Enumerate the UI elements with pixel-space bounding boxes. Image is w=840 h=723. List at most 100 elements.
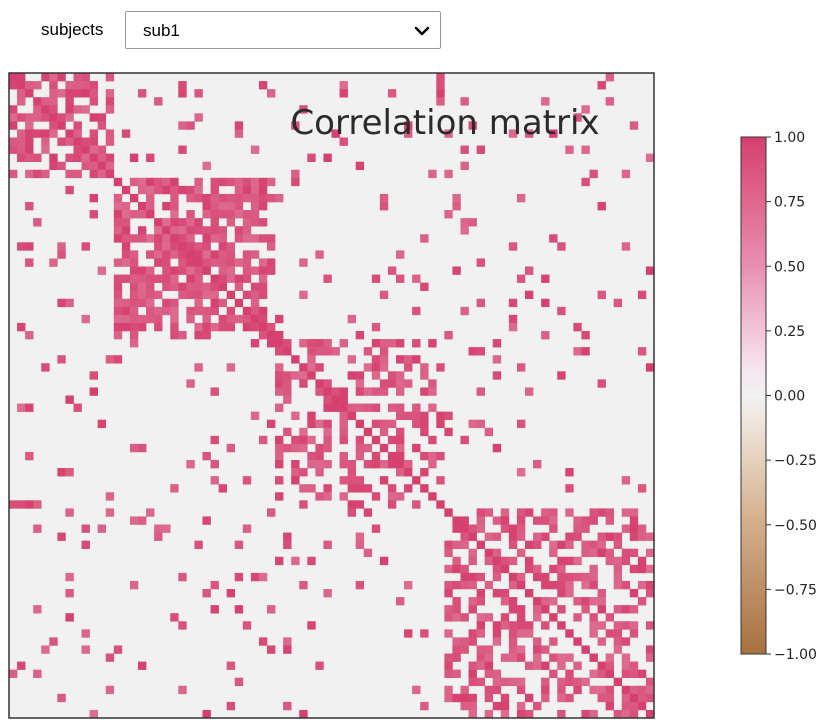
heatmap-cell <box>621 548 631 558</box>
heatmap-cell <box>210 250 219 259</box>
heatmap-cell <box>186 379 195 388</box>
heatmap-cell <box>428 460 437 469</box>
heatmap-cell <box>525 266 534 275</box>
heatmap-cell <box>9 169 18 179</box>
heatmap-cell <box>525 540 534 549</box>
heatmap-cell <box>605 693 614 703</box>
heatmap-cell <box>25 242 34 251</box>
heatmap-cell <box>404 411 413 420</box>
heatmap-cell <box>460 613 469 622</box>
heatmap-cell <box>581 524 590 533</box>
heatmap-cell <box>121 234 131 243</box>
heatmap-cell <box>508 298 518 308</box>
heatmap-cell <box>146 282 155 291</box>
heatmap-cell <box>428 492 437 501</box>
heatmap-cell <box>452 613 461 622</box>
heatmap-cell <box>89 137 98 146</box>
heatmap-cell <box>428 435 437 445</box>
heatmap-cell <box>387 435 397 445</box>
heatmap-cell <box>557 564 566 574</box>
heatmap-cell <box>234 605 244 614</box>
heatmap-cell <box>202 202 211 211</box>
heatmap-cell <box>355 443 365 453</box>
heatmap-cell <box>412 306 421 316</box>
heatmap-cell <box>404 460 413 469</box>
heatmap-cell <box>323 492 332 501</box>
heatmap-cell <box>387 500 397 509</box>
heatmap-cell <box>9 105 18 114</box>
heatmap-cell <box>541 621 550 630</box>
heatmap-cell <box>154 177 163 187</box>
heatmap-cell <box>525 129 534 138</box>
heatmap-cell <box>387 451 397 461</box>
heatmap-cell <box>250 266 260 275</box>
heatmap-cell <box>500 701 510 711</box>
heatmap-cell <box>412 500 421 509</box>
heatmap-cell <box>629 701 639 711</box>
heatmap-cell <box>645 589 655 598</box>
heatmap-cell <box>242 226 252 235</box>
heatmap-cell <box>452 516 461 525</box>
heatmap-cell <box>323 379 332 388</box>
heatmap-cell <box>597 621 606 630</box>
heatmap-cell <box>508 129 518 138</box>
heatmap-cell <box>508 597 518 606</box>
heatmap-cell <box>25 202 34 211</box>
heatmap-cell <box>186 226 195 235</box>
heatmap-cell <box>202 516 211 525</box>
heatmap-cell <box>347 355 356 364</box>
heatmap-cell <box>258 193 268 203</box>
heatmap-cell <box>645 621 655 630</box>
heatmap-cell <box>597 693 606 703</box>
heatmap-cell <box>549 637 558 646</box>
heatmap-cell <box>226 443 236 453</box>
heatmap-cell <box>242 177 252 187</box>
heatmap-cell <box>210 282 219 291</box>
heatmap-cell <box>436 73 445 82</box>
heatmap-cell <box>267 193 276 203</box>
heatmap-cell <box>202 322 211 332</box>
heatmap-cell <box>210 476 219 485</box>
heatmap-cell <box>194 540 203 549</box>
heatmap-cell <box>396 274 405 283</box>
heatmap-cell <box>146 274 155 283</box>
subjects-dropdown[interactable]: sub1 <box>125 11 441 49</box>
heatmap-cell <box>307 411 316 420</box>
heatmap-cell <box>129 306 139 316</box>
heatmap-cell <box>516 572 526 582</box>
heatmap-cell <box>186 282 195 291</box>
heatmap-cell <box>33 169 42 179</box>
heatmap-cell <box>57 355 66 364</box>
heatmap-cell <box>226 661 236 670</box>
heatmap-cell <box>468 524 477 533</box>
heatmap-cell <box>113 274 123 283</box>
heatmap-cell <box>129 443 139 453</box>
heatmap-cell <box>573 322 582 332</box>
heatmap-cell <box>396 460 405 469</box>
heatmap-cell <box>420 701 429 711</box>
heatmap-cell <box>258 572 268 582</box>
heatmap-cell <box>242 290 252 300</box>
heatmap-cell <box>202 258 211 267</box>
heatmap-cell <box>500 621 510 630</box>
heatmap-cell <box>460 161 469 171</box>
heatmap-cell <box>170 298 179 308</box>
heatmap-cell <box>645 693 655 703</box>
heatmap-cell <box>492 516 502 525</box>
heatmap-cell <box>226 193 236 203</box>
heatmap-cell <box>162 242 171 251</box>
heatmap-cell <box>605 548 614 558</box>
heatmap-cell <box>557 580 566 590</box>
heatmap-cell <box>170 218 179 227</box>
heatmap-cell <box>508 540 518 549</box>
heatmap-cell <box>267 177 276 187</box>
heatmap-cell <box>283 532 292 541</box>
heatmap-cell <box>113 177 123 187</box>
heatmap-cell <box>420 468 429 477</box>
heatmap-cell <box>33 113 42 122</box>
heatmap-cell <box>49 161 58 171</box>
heatmap-cell <box>460 516 469 525</box>
heatmap-cell <box>597 661 606 670</box>
heatmap-cell <box>565 677 574 687</box>
heatmap-cell <box>476 653 485 662</box>
